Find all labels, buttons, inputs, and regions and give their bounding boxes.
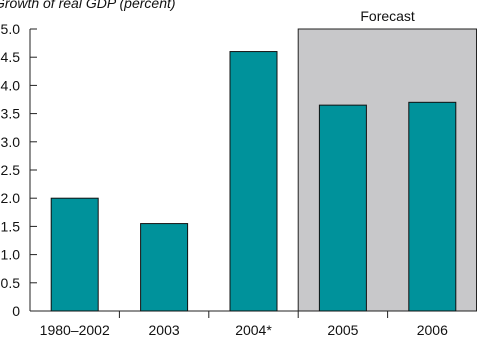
x-tick-label: 2004* [235,322,272,338]
y-tick-label: 3.5 [1,106,21,122]
y-tick-label: 4.0 [1,77,21,93]
chart-title: Growth of real GDP (percent) [0,0,176,11]
y-axis: 0 0.5 1.0 1.5 2.0 2.5 3.0 3.5 4.0 4.5 5.0 [1,21,37,319]
bar-1 [50,197,99,312]
forecast-label: Forecast [360,8,415,24]
x-tick-label: 2005 [327,322,358,338]
y-tick-label: 5.0 [1,21,21,37]
y-tick-label: 1.5 [1,218,21,234]
x-tick-label: 2006 [417,322,448,338]
bar-3 [229,51,278,312]
y-tick-label: 4.5 [1,49,21,65]
bar-5 [408,101,457,312]
y-tick-label: 2.5 [1,162,21,178]
bar-4 [318,104,367,312]
x-tick-label: 1980–2002 [40,322,110,338]
y-tick-label: 0 [12,303,20,319]
bars [50,51,457,312]
x-tick-label: 2003 [149,322,180,338]
y-tick-label: 3.0 [1,134,21,150]
y-tick-label: 1.0 [1,247,21,263]
bar-2 [140,223,189,312]
y-tick-label: 2.0 [1,190,21,206]
y-tick-label: 0.5 [1,275,21,291]
x-axis: 1980–2002 2003 2004* 2005 2006 [30,310,477,338]
